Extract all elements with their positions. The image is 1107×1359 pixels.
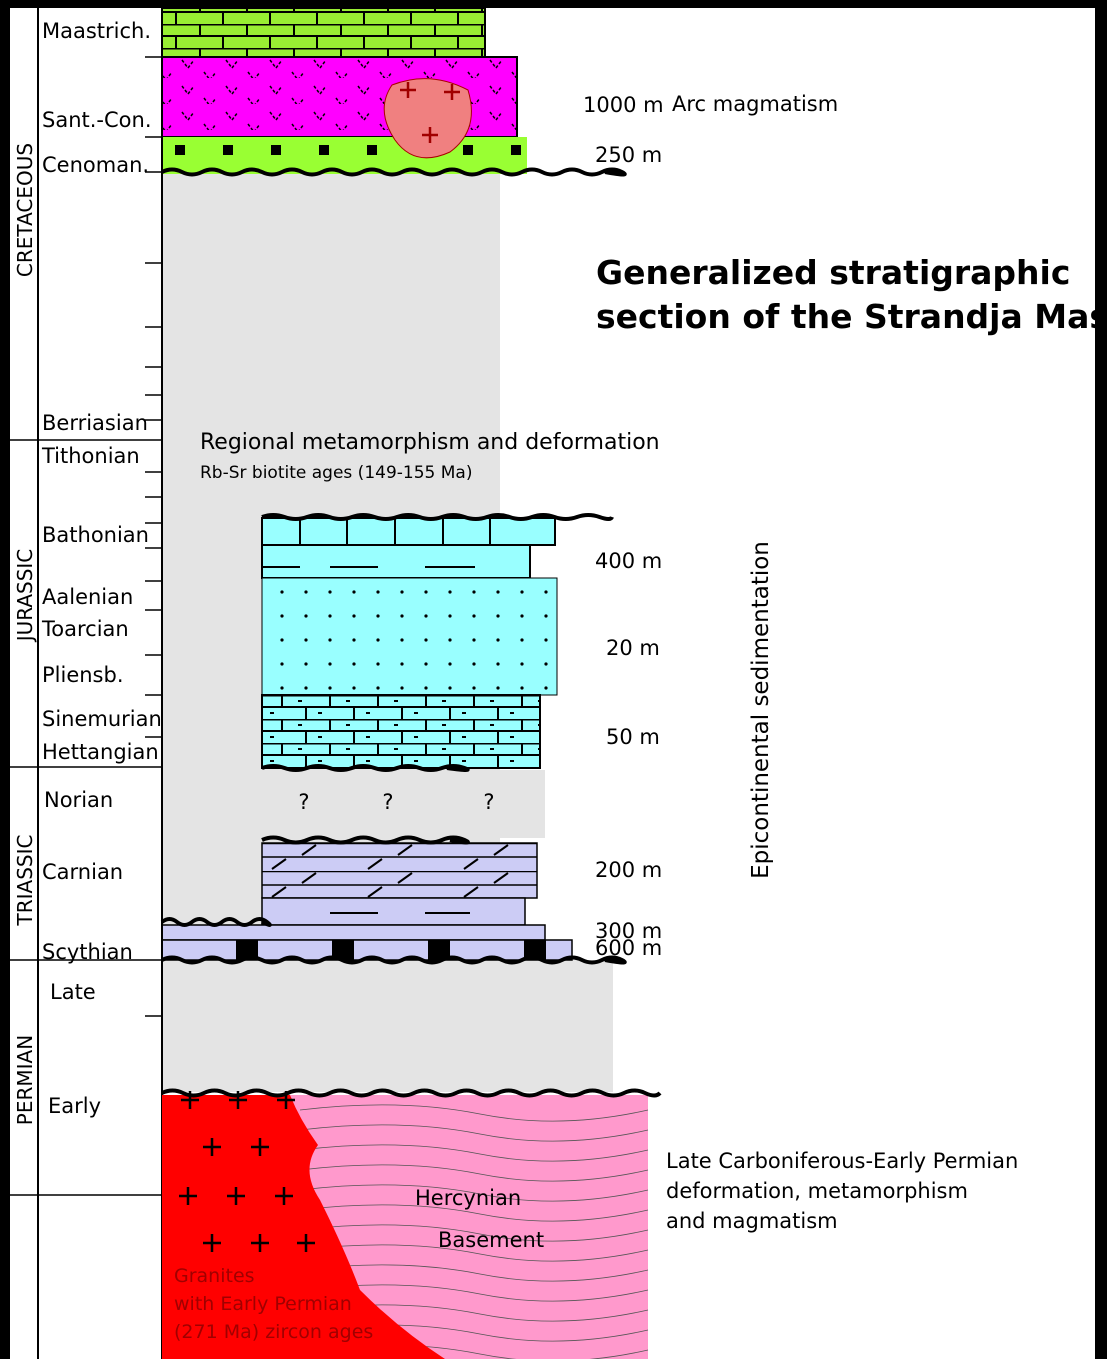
stage-label: Early xyxy=(48,1094,101,1118)
foliation-line xyxy=(299,1124,649,1142)
scythian-block xyxy=(524,940,546,960)
thickness-label: 600 m xyxy=(595,936,662,960)
period-label: CRETACEOUS xyxy=(13,143,37,277)
basement-label: Basement xyxy=(438,1228,544,1252)
period-label: JURASSIC xyxy=(13,549,37,644)
foliation-line xyxy=(299,1244,649,1262)
stage-label: Toarcian xyxy=(41,617,129,641)
foliation-line xyxy=(299,1284,649,1302)
carnian-layer xyxy=(261,842,538,899)
annotation: Epicontinental sedimentation xyxy=(748,541,774,879)
granite-cross xyxy=(400,82,416,98)
granite-cross xyxy=(251,1138,269,1156)
granite-cross xyxy=(251,1234,269,1252)
stage-label: Cenoman. xyxy=(42,153,149,177)
granite-cross xyxy=(203,1234,221,1252)
stage-label: Bathonian xyxy=(42,523,149,547)
carnian-layer xyxy=(261,897,526,926)
stage-label: Hettangian xyxy=(42,740,159,764)
stage-label: Carnian xyxy=(42,860,123,884)
foliation-line xyxy=(299,1204,649,1222)
title: section of the Strandja Massif xyxy=(596,297,1107,336)
liassic-layer xyxy=(261,694,541,769)
foliation-line xyxy=(299,1224,649,1242)
question-mark: ? xyxy=(298,790,309,814)
granite-body xyxy=(162,1095,445,1359)
basement-label: Hercynian xyxy=(415,1186,521,1210)
scythian-block xyxy=(332,940,354,960)
stage-label: Sant.-Con. xyxy=(42,108,152,132)
unconformity xyxy=(261,835,470,845)
annotation: Arc magmatism xyxy=(672,92,838,116)
granite-cross xyxy=(275,1187,293,1205)
thickness-label: 50 m xyxy=(606,725,660,749)
hiatus-column xyxy=(500,770,545,838)
granite-cross xyxy=(203,1138,221,1156)
annotation: and magmatism xyxy=(666,1209,838,1233)
stage-label: Sinemurian xyxy=(42,707,162,731)
stage-label: Pliensb. xyxy=(42,663,124,687)
question-mark: ? xyxy=(382,790,393,814)
foliation-line xyxy=(299,1104,649,1122)
unconformity xyxy=(261,764,470,772)
foliation-line xyxy=(299,1164,649,1182)
stage-label: Berriasian xyxy=(42,411,148,435)
title: Generalized stratigraphic xyxy=(596,253,1070,292)
stage-label: Late xyxy=(50,980,96,1004)
period-label: TRIASSIC xyxy=(13,835,37,927)
stage-label: Tithonian xyxy=(41,444,140,468)
question-mark: ? xyxy=(483,790,494,814)
granite-label: with Early Permian xyxy=(174,1293,352,1315)
stage-label: Maastrich. xyxy=(42,19,151,43)
scythian-layer xyxy=(161,924,546,941)
stage-label: Scythian xyxy=(42,940,133,964)
annotation: Late Carboniferous-Early Permian xyxy=(666,1149,1018,1173)
thickness-label: 20 m xyxy=(606,636,660,660)
granite-cross xyxy=(179,1187,197,1205)
thickness-label: 1000 m xyxy=(583,93,664,117)
unconformity xyxy=(161,167,627,177)
aalenian-layer xyxy=(261,544,531,579)
granite-label: Granites xyxy=(174,1265,255,1287)
annotation: Regional metamorphism and deformation xyxy=(200,430,660,455)
foliation-line xyxy=(299,1184,649,1202)
unconformity xyxy=(161,1088,662,1098)
stage-label: Norian xyxy=(44,788,113,812)
granite-label: (271 Ma) zircon ages xyxy=(174,1321,373,1343)
granite-cross xyxy=(227,1187,245,1205)
granite-cross xyxy=(181,1091,199,1109)
thickness-label: 400 m xyxy=(595,549,662,573)
unconformity xyxy=(261,513,614,521)
hiatus-column xyxy=(162,960,613,1092)
maastrichtian-layer xyxy=(161,7,486,58)
foliation-line xyxy=(299,1144,649,1162)
foliation-line xyxy=(299,1264,649,1282)
bathonian-layer xyxy=(261,517,556,546)
granite-cross xyxy=(297,1234,315,1252)
thickness-label: 200 m xyxy=(595,858,662,882)
annotation: Rb-Sr biotite ages (149-155 Ma) xyxy=(200,463,472,483)
thickness-label: 300 m xyxy=(595,919,662,943)
cenomanian-layer xyxy=(162,137,527,174)
scythian-block xyxy=(236,940,258,960)
thickness-label: 250 m xyxy=(595,143,662,167)
stage-label: Aalenian xyxy=(42,585,133,609)
granite-cross xyxy=(277,1091,295,1109)
toarcian-layer xyxy=(262,578,557,695)
scythian-block xyxy=(428,940,450,960)
annotation: deformation, metamorphism xyxy=(666,1179,968,1203)
unconformity xyxy=(160,917,272,927)
granite-cross xyxy=(422,127,438,143)
granite-cross xyxy=(444,84,460,100)
granite-cross xyxy=(229,1091,247,1109)
period-label: PERMIAN xyxy=(13,1035,37,1125)
arc-pluton xyxy=(383,78,472,159)
